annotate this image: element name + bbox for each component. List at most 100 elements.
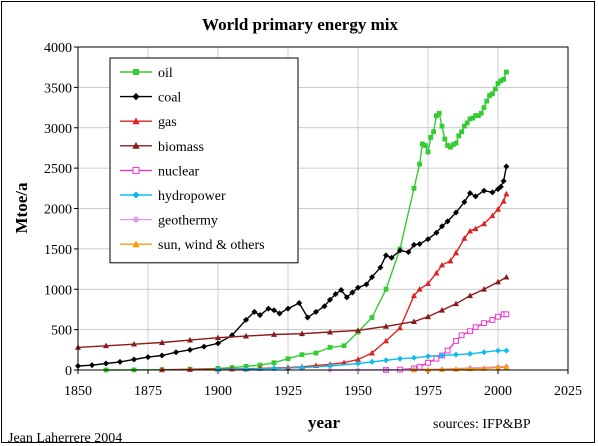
data-point-coal: [296, 299, 303, 306]
legend-label: geothermy: [158, 214, 218, 229]
data-point-gas: [481, 220, 487, 227]
legend-item-hydropower: hydropower: [120, 189, 226, 204]
data-point-sun-wind-others: [439, 366, 445, 372]
data-point-oil: [498, 78, 504, 84]
legend-swatch-marker: [133, 69, 139, 75]
data-point-gas: [447, 257, 454, 264]
data-point-biomass: [243, 332, 249, 339]
legend-swatch-marker: [132, 191, 140, 199]
data-point-oil: [434, 113, 439, 119]
data-point-oil: [442, 136, 448, 142]
data-point-gas: [503, 190, 510, 197]
data-point-coal: [503, 163, 510, 170]
data-point-oil: [271, 360, 277, 366]
data-point-coal: [159, 352, 165, 359]
data-point-coal: [349, 289, 356, 296]
data-point-biomass: [495, 278, 501, 285]
y-tick-label: 4000: [44, 41, 72, 56]
y-axis-label: Mtoe/a: [12, 182, 31, 233]
data-point-coal: [377, 264, 384, 271]
data-point-gas: [411, 292, 417, 299]
legend-item-geothermy: geothermy: [120, 214, 218, 229]
y-tick-label: 2500: [44, 162, 72, 177]
data-point-oil: [456, 133, 462, 139]
data-point-coal: [425, 236, 431, 243]
series-biomass: [75, 273, 510, 350]
data-point-coal: [343, 294, 350, 301]
data-point-coal: [472, 193, 479, 200]
data-point-hydropower: [481, 349, 487, 356]
data-point-oil: [445, 143, 450, 148]
data-point-oil: [411, 185, 417, 191]
data-point-nuclear: [481, 320, 487, 327]
data-point-hydropower: [453, 351, 459, 358]
data-point-coal: [327, 296, 333, 303]
data-point-oil: [327, 344, 333, 350]
data-point-oil: [467, 116, 473, 122]
data-point-biomass: [355, 327, 361, 333]
data-point-oil: [487, 93, 492, 98]
data-point-sun-wind-others: [495, 364, 501, 370]
y-tick-label: 1500: [44, 243, 72, 258]
x-tick-label: 2000: [484, 384, 512, 399]
y-tick-label: 3000: [44, 122, 72, 137]
data-point-biomass: [453, 300, 459, 307]
data-point-hydropower: [383, 357, 389, 364]
data-point-nuclear: [458, 332, 465, 339]
x-tick-label: 1850: [64, 384, 92, 399]
data-point-hydropower: [425, 353, 431, 360]
data-point-coal: [276, 310, 283, 317]
data-point-coal: [383, 252, 389, 259]
data-point-coal: [489, 189, 496, 196]
data-point-nuclear: [495, 313, 501, 320]
data-point-oil: [476, 113, 481, 119]
legend-label: coal: [158, 91, 181, 106]
data-point-gas: [433, 269, 440, 276]
data-point-coal: [313, 308, 319, 315]
data-point-gas: [453, 249, 459, 256]
data-point-oil: [425, 149, 431, 155]
data-point-hydropower: [369, 358, 375, 365]
legend-label: biomass: [158, 140, 204, 155]
legend-item-coal: coal: [120, 91, 181, 106]
legend-item-biomass: biomass: [120, 140, 204, 155]
data-point-oil: [422, 143, 428, 148]
data-point-oil: [417, 161, 422, 167]
legend-item-nuclear: nuclear: [120, 164, 200, 179]
data-point-hydropower: [467, 350, 473, 357]
data-point-biomass: [187, 336, 193, 343]
data-point-oil: [436, 110, 442, 116]
axis-ticks: 0 500 1000 1500 2000 2500 3000 3500 4000 1850 1875…: [44, 41, 582, 399]
data-point-gas: [369, 349, 375, 356]
data-point-hydropower: [439, 352, 445, 359]
data-point-gas: [425, 280, 431, 286]
data-point-oil: [439, 123, 445, 129]
data-point-coal: [271, 307, 277, 314]
series-line-coal: [77, 166, 508, 367]
data-point-oil: [369, 315, 375, 320]
data-point-gas: [439, 261, 445, 268]
x-tick-label: 1875: [134, 384, 162, 399]
data-point-oil: [448, 144, 453, 150]
data-point-nuclear: [444, 347, 451, 354]
legend-label: hydropower: [158, 189, 226, 204]
legend-item-sun-wind-others: sun, wind & others: [120, 238, 265, 253]
data-point-gas: [489, 212, 496, 219]
data-point-oil: [285, 356, 291, 362]
data-point-hydropower: [411, 354, 417, 361]
data-point-coal: [321, 303, 328, 310]
data-point-nuclear: [416, 363, 423, 370]
data-point-biomass: [481, 286, 487, 292]
data-point-hydropower: [503, 347, 510, 354]
data-point-biomass: [503, 273, 510, 280]
data-point-gas: [355, 356, 361, 362]
data-point-coal: [89, 362, 95, 369]
y-tick-label: 2000: [44, 203, 72, 218]
data-point-oil: [383, 286, 389, 292]
data-point-gas: [495, 206, 501, 212]
legend-swatch-marker: [132, 93, 140, 101]
data-point-oil: [462, 123, 467, 129]
data-point-coal: [397, 247, 403, 254]
data-point-oil: [501, 76, 506, 82]
